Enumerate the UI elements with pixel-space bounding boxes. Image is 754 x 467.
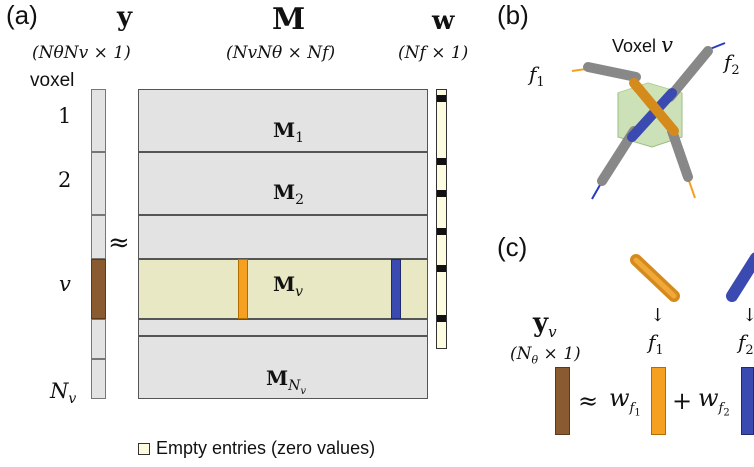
w-vector-column [436,89,447,349]
voxel-row-label-nv: Nv [50,379,77,408]
panel-label-a: (a) [6,0,38,30]
m-block-v-orange-column [238,259,248,319]
tube-grey [667,126,693,182]
y-segment [91,152,106,215]
voxel-v-symbol: v [661,33,673,57]
m-block-v [138,259,428,319]
m-matrix-dimension: (NvNθ × Nf) [226,43,336,63]
approx-sign-a: ≈ [108,228,130,258]
fiber-label-f1-c: f1 [648,330,664,358]
f1-column-bar [651,367,666,435]
m-block-label-1: M1 [273,118,304,146]
voxel-fiber-illustration [571,42,726,200]
m-block-label-v-base: M [273,272,296,296]
y-segment [91,89,106,152]
yv-symbol-sub: v [548,323,557,342]
w-nonzero-entry [437,190,446,197]
m-block-label-2: M2 [273,180,304,208]
tube-grey [583,62,641,82]
fiber-f2-tip-bottom [591,184,601,200]
voxel-row-label-1: 1 [58,104,72,128]
m-block-label-nv-sub: Nv [288,378,307,397]
m-matrix-symbol: M [272,2,306,37]
fiber-f2-tube [726,252,754,302]
w-nonzero-entry [437,315,446,322]
m-block-label-2-sub: 2 [295,192,305,208]
panel-label-b: (b) [497,0,529,30]
m-matrix [138,89,428,399]
w-vector-dimension: (Nf × 1) [398,43,469,63]
w-nonzero-entry [437,228,446,235]
m-block-label-1-sub: 1 [295,130,305,146]
arrow-down-f2: ↓ [742,305,754,326]
yv-symbol-base: y [533,308,549,338]
m-block-label-nv-base: M [266,366,289,390]
fiber-label-f1-b: f1 [529,62,545,90]
m-block-label-1-base: M [273,118,296,142]
y-vector-symbol: y [117,2,133,32]
m-block-2 [138,152,428,215]
y-segment [91,215,106,259]
legend-empty-swatch [138,443,150,455]
legend-empty-text: Empty entries (zero values) [156,438,376,458]
w-nonzero-entry [437,265,446,272]
m-block-1 [138,89,428,152]
m-block-gap [138,319,428,336]
panel-label-c: (c) [497,232,528,262]
w-nonzero-entry [437,95,446,102]
yv-dimension: (Nθ × 1) [510,344,581,367]
m-block-nv [138,336,428,399]
y-vector-dimension: (NθNv × 1) [32,43,131,63]
m-block-v-blue-column [391,259,401,319]
m-block-label-v-sub: v [295,284,304,300]
arrow-down-f1: ↓ [650,305,666,326]
plus-sign: + [672,387,693,415]
y-segment-voxel-v [91,259,106,319]
fiber-label-f2-b: f2 [724,50,740,78]
approx-sign-c: ≈ [578,387,599,415]
weight-f1: wf1 [609,384,641,419]
tube-orange [629,78,679,136]
voxel-row-label-v: v [59,272,71,296]
y-segment [91,319,106,359]
y-segment [91,359,106,399]
fiber-f1-tube [630,254,680,302]
weight-f2: wf2 [698,384,730,419]
yv-vector-bar [555,367,570,435]
yv-symbol: yv [533,308,557,341]
fiber-label-f2-c: f2 [738,330,754,358]
voxel-axis-label: voxel [30,70,75,91]
voxel-v-label: Voxel v [612,33,673,57]
m-block-gap [138,215,428,259]
tube-blue [627,88,677,142]
m-block-label-v: Mv [273,272,303,300]
w-nonzero-entry [437,158,446,165]
w-vector-symbol: w [432,6,455,36]
y-vector-column [91,89,106,399]
m-block-label-nv: MNv [266,366,306,397]
voxel-v-label-text: Voxel [612,36,657,56]
m-block-label-2-base: M [273,180,296,204]
voxel-row-label-2: 2 [58,168,72,192]
f2-column-bar [741,367,754,435]
tube-grey [665,46,713,102]
